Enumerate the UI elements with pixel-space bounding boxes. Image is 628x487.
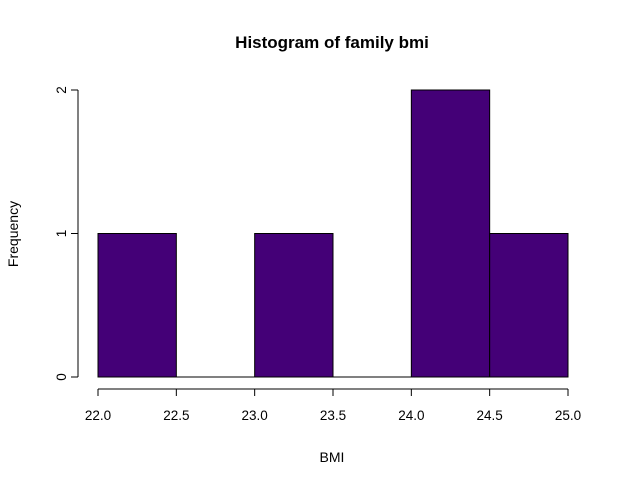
y-axis: 0 1 2 (54, 86, 79, 381)
x-tick-label: 24.0 (398, 408, 424, 423)
bars-group (97, 89, 569, 378)
x-axis: 22.0 22.5 23.0 23.5 24.0 24.5 25.0 (85, 388, 581, 423)
y-tick-label: 1 (54, 230, 69, 238)
y-tick-label: 0 (54, 373, 69, 381)
histogram-bar-2 (254, 233, 334, 378)
x-tick-label: 22.5 (163, 408, 189, 423)
y-tick-label: 2 (54, 86, 69, 94)
chart-title: Histogram of family bmi (235, 33, 429, 52)
x-tick-label: 24.5 (477, 408, 503, 423)
histogram-bar-5 (489, 233, 569, 378)
histogram-bar-0 (97, 233, 177, 378)
histogram-bar-4 (410, 89, 491, 378)
y-axis-label: Frequency (5, 201, 21, 267)
x-axis-label: BMI (320, 449, 345, 465)
x-tick-label: 23.0 (242, 408, 268, 423)
x-tick-label: 23.5 (320, 408, 346, 423)
x-tick-label: 22.0 (85, 408, 111, 423)
x-tick-label: 25.0 (555, 408, 581, 423)
